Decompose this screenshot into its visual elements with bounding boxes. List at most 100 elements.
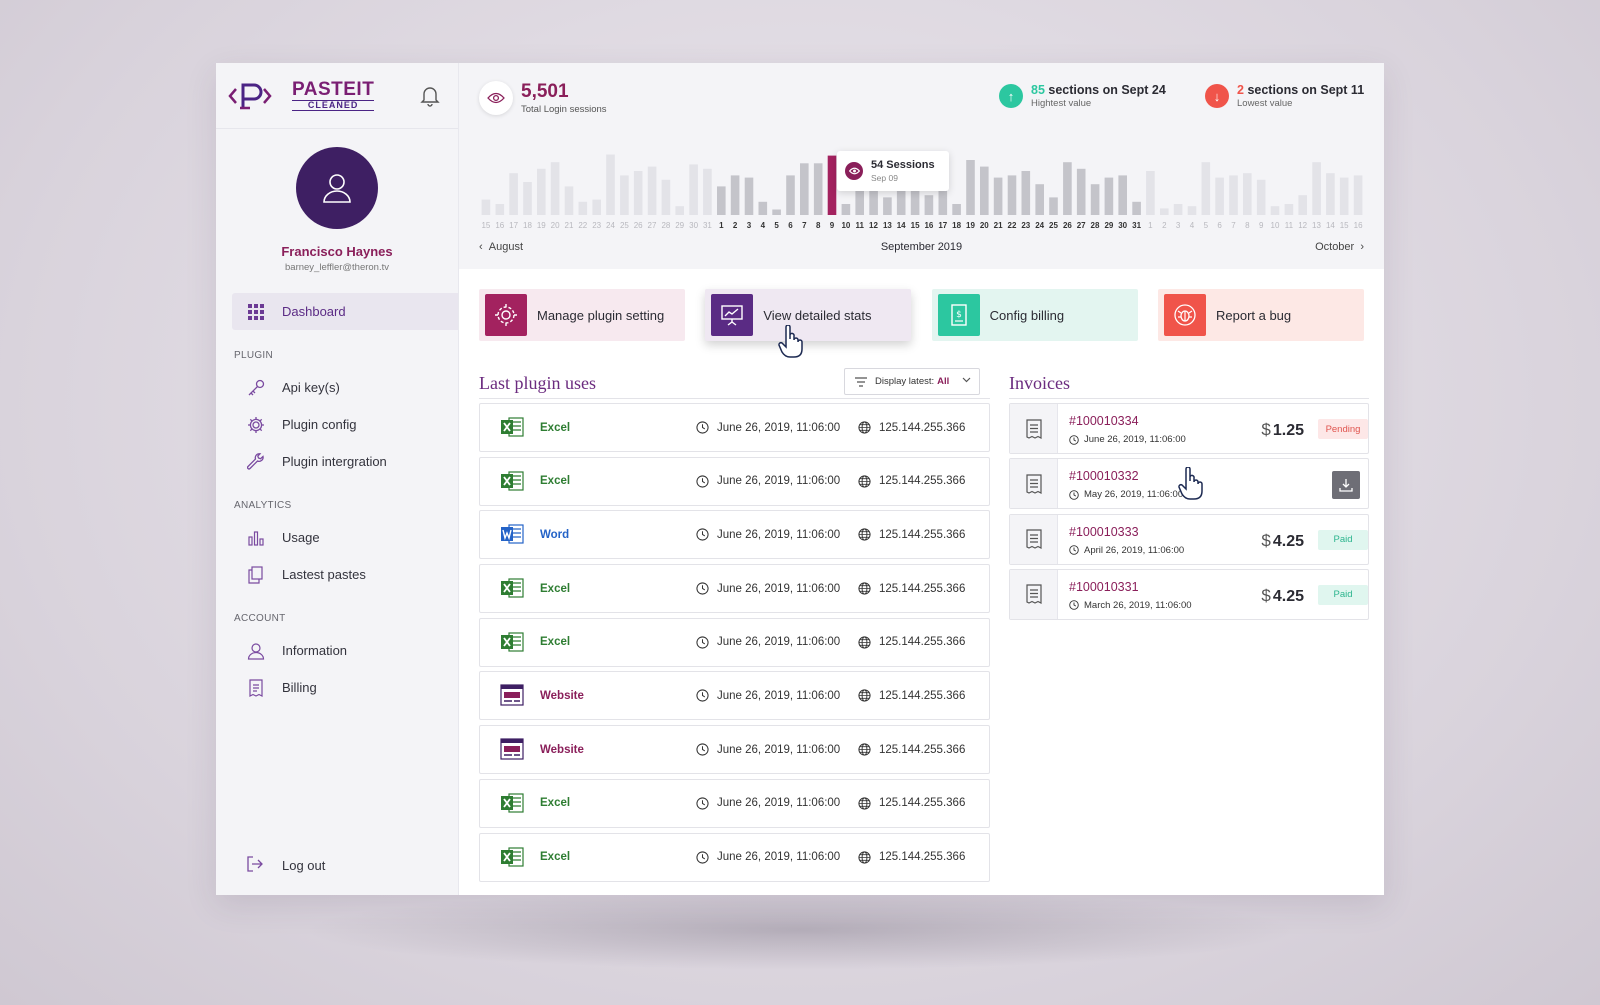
chart-bar[interactable]	[1076, 168, 1086, 215]
chart-bar[interactable]	[1173, 204, 1183, 215]
download-button[interactable]	[1332, 471, 1360, 500]
chart-bar[interactable]	[550, 162, 560, 215]
logout-button[interactable]: Log out	[246, 855, 325, 875]
chart-bar[interactable]	[1007, 175, 1017, 215]
chart-bar[interactable]	[633, 171, 643, 215]
chart-bar[interactable]	[606, 154, 615, 216]
plugin-use-row[interactable]: Excel June 26, 2019, 11:06:00 125.144.255.…	[479, 832, 990, 882]
chart-bar[interactable]	[523, 182, 532, 215]
chart-bar[interactable]	[1201, 162, 1211, 215]
config-billing-button[interactable]: $ Config billing	[931, 289, 1138, 341]
chart-bar[interactable]	[1353, 175, 1363, 215]
manage-plugin-setting-button[interactable]: Manage plugin setting	[479, 289, 685, 341]
sidebar-item-plugin-integration[interactable]: Plugin intergration	[216, 443, 458, 480]
chart-bar[interactable]	[689, 164, 698, 215]
chart-bar[interactable]	[1090, 184, 1100, 215]
chart-bar[interactable]	[537, 168, 546, 215]
chart-bar[interactable]	[1063, 162, 1072, 215]
invoice-id[interactable]: #100010334	[1069, 414, 1139, 428]
chart-bar[interactable]	[620, 175, 629, 215]
display-latest-select[interactable]: Display latest: All	[844, 368, 980, 395]
sidebar-item-api-keys[interactable]: Api key(s)	[216, 369, 458, 406]
invoice-row[interactable]: #100010334 June 26, 2019, 11:06:00 $1.25 Pe…	[1009, 403, 1369, 454]
bell-icon[interactable]	[420, 85, 440, 107]
sidebar-item-billing[interactable]: Billing	[216, 669, 458, 706]
pasteit-logo-icon[interactable]	[228, 81, 272, 111]
view-detailed-stats-button[interactable]: View detailed stats	[705, 289, 912, 341]
chart-bar[interactable]	[786, 175, 795, 215]
chart-bar[interactable]	[1160, 208, 1169, 215]
chart-bar[interactable]	[1146, 171, 1155, 215]
sessions-bar-chart[interactable]: 15 16 17 18 19 20 21 22 23 24 25 26 27 28 29 30 31 1 2 3 4 5 6…	[479, 149, 1365, 233]
chart-bar[interactable]	[1312, 162, 1321, 215]
sidebar-item-dashboard[interactable]: Dashboard	[232, 293, 458, 330]
report-bug-button[interactable]: Report a bug	[1157, 289, 1364, 341]
chart-bar[interactable]	[952, 204, 961, 215]
plugin-use-row[interactable]: Website June 26, 2019, 11:06:00 125.144.25…	[479, 725, 990, 775]
chart-bar[interactable]	[1021, 171, 1031, 215]
chart-bar[interactable]	[1104, 177, 1114, 215]
chart-bar[interactable]	[495, 204, 505, 215]
chart-bar[interactable]	[772, 209, 781, 216]
chart-bar[interactable]	[896, 179, 906, 215]
plugin-use-row[interactable]: Website June 26, 2019, 11:06:00 125.144.25…	[479, 671, 990, 721]
chart-bar[interactable]	[481, 199, 491, 215]
chart-bar[interactable]	[675, 206, 684, 215]
prev-month-button[interactable]: ‹ August	[479, 241, 523, 253]
chart-bar[interactable]	[1049, 197, 1058, 215]
chart-bar[interactable]	[1118, 175, 1127, 215]
chart-bar[interactable]	[758, 201, 768, 215]
chart-bar[interactable]	[1035, 184, 1044, 215]
chart-bar[interactable]	[1339, 177, 1349, 215]
chart-bar[interactable]	[509, 173, 518, 215]
chart-bar[interactable]	[924, 195, 934, 215]
chart-bar[interactable]	[730, 175, 740, 215]
invoice-id[interactable]: #100010332	[1069, 469, 1139, 484]
chart-bar[interactable]	[827, 155, 837, 215]
plugin-use-row[interactable]: Excel June 26, 2019, 11:06:00 125.144.255.…	[479, 403, 990, 452]
chart-bar[interactable]	[564, 186, 574, 215]
plugin-use-row[interactable]: Excel June 26, 2019, 11:06:00 125.144.255.…	[479, 617, 990, 667]
chart-bar[interactable]	[1215, 177, 1224, 215]
chart-bar[interactable]	[1187, 206, 1197, 215]
plugin-use-row[interactable]: Word June 26, 2019, 11:06:00 125.144.255.3…	[479, 510, 990, 560]
chart-bar[interactable]	[1270, 206, 1280, 215]
chart-bar[interactable]	[966, 160, 975, 215]
avatar[interactable]	[296, 147, 378, 229]
chart-bar[interactable]	[1298, 195, 1307, 215]
chart-bar[interactable]	[1256, 179, 1266, 215]
invoice-id[interactable]: #100010333	[1069, 524, 1139, 539]
invoice-row[interactable]: #100010333 April 26, 2019, 11:06:00 $4.25 P…	[1009, 513, 1369, 565]
invoice-id[interactable]: #100010331	[1069, 579, 1139, 594]
chart-bar[interactable]	[1132, 201, 1141, 215]
sidebar-item-plugin-config[interactable]: Plugin config	[216, 406, 458, 443]
plugin-use-row[interactable]: Excel June 26, 2019, 11:06:00 125.144.255.…	[479, 564, 990, 614]
chart-bar[interactable]	[717, 186, 726, 215]
chart-bar[interactable]	[910, 175, 920, 215]
chart-bar[interactable]	[993, 177, 1003, 215]
chart-bar[interactable]	[703, 168, 712, 215]
sidebar-item-usage[interactable]: Usage	[216, 519, 458, 556]
sidebar-item-information[interactable]: Information	[216, 632, 458, 669]
plugin-use-row[interactable]: Excel June 26, 2019, 11:06:00 125.144.255.…	[479, 456, 990, 506]
chart-bar[interactable]	[883, 197, 892, 215]
invoice-row[interactable]: #100010331 March 26, 2019, 11:06:00 $4.25 P…	[1009, 568, 1369, 620]
plugin-use-row[interactable]: Excel June 26, 2019, 11:06:00 125.144.255.…	[479, 778, 990, 828]
chart-bar[interactable]	[938, 171, 948, 215]
chart-bar[interactable]	[869, 175, 878, 215]
chart-bar[interactable]	[578, 201, 588, 215]
chart-bar[interactable]	[1284, 204, 1294, 215]
chart-bar[interactable]	[661, 179, 671, 215]
chart-bar[interactable]	[1229, 175, 1238, 215]
chart-bar[interactable]	[744, 177, 754, 215]
chart-bar[interactable]	[841, 204, 851, 215]
chart-bar[interactable]	[813, 163, 823, 215]
chart-bar[interactable]	[592, 199, 601, 215]
chart-bar[interactable]	[1326, 173, 1335, 215]
sidebar-item-latest-pastes[interactable]: Lastest pastes	[216, 556, 458, 593]
next-month-button[interactable]: October ›	[1315, 241, 1364, 253]
chart-bar[interactable]	[980, 166, 989, 215]
chart-bar[interactable]	[800, 163, 809, 215]
chart-bar[interactable]	[647, 166, 657, 215]
chart-bar[interactable]	[1243, 173, 1252, 215]
